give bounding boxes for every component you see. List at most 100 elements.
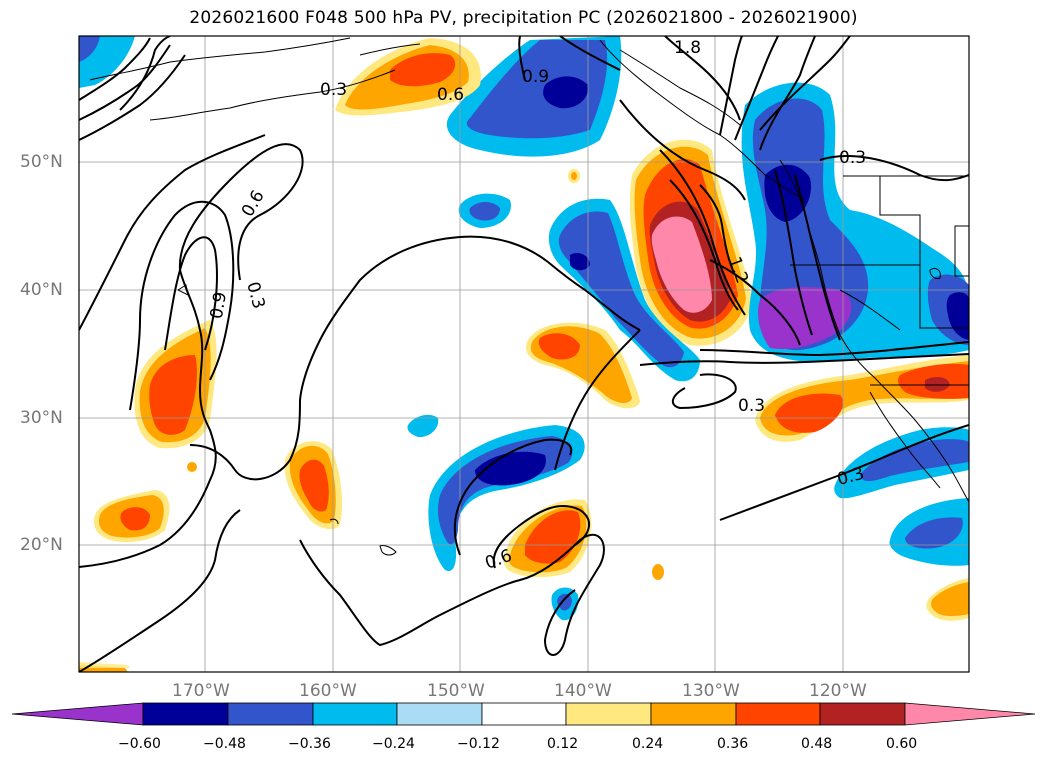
contour-ne-5	[794, 174, 841, 341]
shade-neg-north-inner	[466, 40, 608, 139]
contour-label: 0.3	[839, 148, 866, 168]
contour-1-5	[669, 179, 739, 311]
contour-1-8	[699, 184, 736, 276]
shade-pos-west-pacific-core	[149, 355, 197, 435]
shade-neg-small3-core	[557, 593, 572, 611]
colorbar-bin	[396, 702, 483, 726]
map-area: 1.8 0.9 0.6 0.3 0.6 0.3 0.9 0.3 1.2 0.3 …	[79, 36, 969, 672]
colorbar-extend-right	[904, 702, 1036, 726]
colorbar-bin	[312, 702, 398, 726]
shade-pos-hawaii-core	[299, 459, 329, 512]
shade-pos-tiny2	[652, 564, 664, 580]
contour-0-3-main	[79, 143, 304, 568]
colorbar-tick-label: 0.24	[632, 736, 664, 752]
contour-ne-6	[774, 169, 813, 336]
lon-label: 150°W	[427, 681, 485, 701]
contour-0-3-center	[299, 533, 605, 656]
lon-label: 120°W	[809, 681, 867, 701]
contour-nw-2	[79, 44, 171, 121]
contour-0-3-east2	[699, 341, 969, 357]
colorbar-tick-label: 0.12	[547, 736, 579, 752]
pv-contours	[79, 36, 969, 672]
colorbar-bin	[819, 702, 906, 726]
colorbar-bin	[650, 702, 737, 726]
shade-pos-south-core	[525, 510, 581, 564]
map-frame	[78, 35, 970, 673]
shade-neg-ne-mid	[752, 98, 869, 351]
contour-label: 0.9	[522, 67, 549, 87]
shade-pos-west-pink	[651, 216, 712, 313]
contour-0-9-ne	[709, 259, 801, 346]
contour-0-3-loop	[671, 373, 737, 410]
contour-0-9-left	[164, 236, 218, 351]
shade-pos-se-core	[925, 377, 950, 392]
shade-neg-se2-mid	[905, 517, 963, 549]
shade-pos-aleutian-core	[390, 53, 456, 87]
lon-label: 170°W	[172, 681, 230, 701]
lat-label: 40°N	[20, 280, 63, 300]
colorbar	[11, 702, 1036, 726]
colorbar-tick-label: 0.36	[717, 736, 749, 752]
shade-pos-se-small-mid	[931, 582, 969, 617]
contour-nw-4	[119, 36, 171, 111]
shade-neg-corner-inner	[79, 36, 100, 62]
contour-north-arc2	[559, 36, 621, 71]
chart-title: 2026021600 F048 500 hPa PV, precipitatio…	[189, 8, 858, 28]
contour-0-6-arc	[453, 438, 573, 556]
colorbar-tick-label: 0.60	[886, 736, 918, 752]
colorbar-tick-label: −0.36	[288, 736, 331, 752]
shade-neg-south-core	[475, 451, 546, 486]
shade-neg-se-mid	[860, 439, 969, 482]
shade-pos-central-core	[538, 333, 580, 360]
contour-1-2	[659, 149, 746, 316]
contour-0-6-left	[129, 200, 235, 411]
contour-nw-1	[79, 54, 186, 141]
contour-0-6-mid	[492, 505, 590, 569]
contour-ne-2	[759, 36, 816, 151]
lat-label: 50°N	[20, 152, 63, 172]
contour-0-3-east	[639, 353, 969, 366]
contour-north-arc	[518, 36, 526, 81]
colorbar-tick-label: 0.48	[801, 736, 833, 752]
contour-0-3-se	[719, 424, 969, 521]
contour-label: 0.3	[320, 80, 347, 100]
contour-0-3-mid	[189, 235, 641, 481]
colorbar-bin	[735, 702, 821, 726]
colorbar-tick-label: −0.24	[372, 736, 415, 752]
shade-neg-small-core	[469, 202, 500, 221]
contour-label: 0.9	[207, 290, 231, 320]
shaded-field	[79, 36, 969, 672]
contour-label: 0.6	[437, 85, 464, 105]
lat-label: 30°N	[20, 408, 63, 428]
contour-north-arc4	[664, 36, 741, 121]
shade-neg-north-core	[543, 76, 589, 109]
colorbar-bin	[142, 702, 229, 726]
contour-0-3-south	[554, 329, 641, 471]
colorbar-extend-left	[11, 702, 144, 726]
contour-0-3-sw	[79, 509, 241, 672]
coastlines	[89, 37, 969, 556]
colorbar-bin	[227, 702, 314, 726]
lat-label: 20°N	[20, 535, 63, 555]
contour-nw-3	[79, 37, 151, 101]
shade-neg-small2	[407, 414, 439, 438]
shade-pos-tiny-core	[571, 172, 577, 180]
lon-label: 130°W	[682, 681, 740, 701]
contour-north-arc3	[619, 99, 746, 201]
shade-pos-far-west-core	[120, 507, 150, 531]
shade-neg-ne-core	[764, 164, 811, 222]
colorbar-bin	[481, 702, 567, 726]
colorbar-bin	[565, 702, 652, 726]
contour-0-3-ne	[819, 154, 969, 182]
contour-label: 1.8	[674, 38, 701, 58]
shade-neg-central-core	[570, 253, 590, 271]
colorbar-tick-label: −0.48	[203, 736, 246, 752]
colorbar-tick-label: −0.60	[118, 736, 161, 752]
contour-0-3-big	[79, 134, 266, 331]
colorbar-tick-label: −0.12	[457, 736, 500, 752]
contour-ne-3	[734, 36, 779, 141]
gridlines	[79, 36, 969, 672]
contour-ne-4	[719, 36, 743, 136]
contour-label: 0.3	[738, 396, 765, 416]
